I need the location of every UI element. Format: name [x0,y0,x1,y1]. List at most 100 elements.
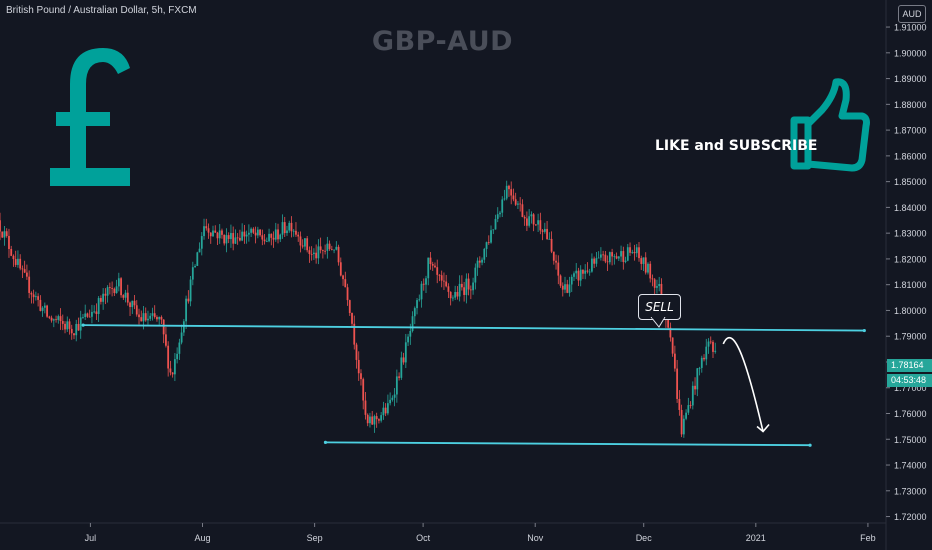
candle-body [386,403,389,414]
time-axis[interactable]: Jul Aug Sep Oct Nov Dec 2021 Feb [85,523,876,543]
candle-body [508,185,510,190]
candle-body [651,278,654,280]
candle-body [19,258,22,269]
candle-body [178,342,181,354]
candle-body [169,368,172,373]
price-tick-label: 1.90000 [894,48,927,58]
candle-body [640,258,643,264]
candle-body [624,260,627,262]
candle-body [111,288,114,289]
candle-body [532,214,535,225]
candle-body [17,258,19,265]
candle-body [308,250,311,254]
candle-body [512,195,515,200]
candle-body [26,272,28,277]
candle-body [254,232,257,236]
candle-body [458,283,461,297]
candle-body [573,273,575,277]
candle-body [476,260,479,268]
candle-body [440,275,443,281]
candle-body [299,236,302,246]
horizontal-level-line[interactable] [83,324,865,332]
candle-body [339,262,342,276]
candle-body [402,357,405,363]
candle-body [124,292,127,298]
candle-body [543,228,546,232]
candle-body [261,235,264,240]
candle-body [252,228,255,233]
candle-body [165,334,167,346]
candle-body [586,270,589,272]
candle-body [678,398,681,410]
candle-body [286,230,288,234]
price-tick-label: 1.88000 [894,100,927,110]
candle-body [398,376,400,378]
candle-body [346,287,349,301]
candle-body [602,254,605,256]
candle-body [521,204,524,217]
candle-body [395,376,398,395]
candle-body [277,229,279,240]
horizontal-level-line[interactable] [325,441,811,447]
price-tick-label: 1.75000 [894,435,927,445]
candle-body [230,233,232,239]
candle-body [328,243,331,250]
candle-body [203,226,205,237]
candle-body [198,248,201,253]
candle-body [514,199,517,205]
candle-body [86,313,89,317]
candle-body [68,321,71,329]
candle-body [84,313,87,318]
candle-body [142,313,145,322]
line-handle[interactable] [81,323,85,327]
price-tick-label: 1.72000 [894,512,927,522]
currency-button[interactable]: AUD [898,5,926,23]
like-and-subscribe-text: LIKE and SUBSCRIBE [655,138,818,154]
candle-body [552,251,555,261]
arrow-head [756,424,770,433]
candle-body [559,275,562,286]
candle-body [306,238,309,251]
candle-body [326,243,329,251]
candle-body [117,278,120,287]
candle-body [673,353,676,369]
candle-body [319,246,322,251]
price-axis[interactable]: 1.72000 1.73000 1.74000 1.75000 1.76000 1.770… [886,23,927,523]
candle-body [568,284,571,293]
candle-body [227,235,230,239]
candle-body [382,407,385,416]
candle-body [591,258,593,272]
candle-body [344,279,347,288]
candle-body [151,313,154,316]
candle-body [41,307,44,311]
candle-body [207,228,210,233]
candle-body [290,222,293,232]
candle-body [55,319,57,321]
candle-body [200,236,203,249]
candle-body [469,289,472,291]
candle-body [61,321,64,324]
line-handle[interactable] [862,328,866,333]
candle-body [14,259,17,265]
candle-body [606,261,609,263]
candle-body [611,252,613,257]
candle-body [660,283,663,302]
candle-body [297,234,300,237]
candle-body [487,242,490,244]
candle-body [689,405,692,406]
candle-body [113,288,116,294]
candle-body [12,255,15,260]
candle-body [647,263,649,273]
candle-body [97,298,100,315]
line-handle[interactable] [323,440,328,444]
symbol-legend[interactable]: British Pound / Australian Dollar, 5h, F… [6,5,197,16]
candle-body [631,252,634,253]
candle-body [525,218,528,226]
candle-body [492,229,495,231]
candle-body [700,357,703,368]
candle-body [39,299,42,311]
line-handle[interactable] [808,443,812,447]
candle-body [144,313,147,321]
candle-body [422,283,425,285]
